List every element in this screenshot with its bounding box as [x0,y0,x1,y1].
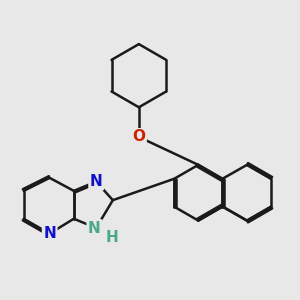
Text: N: N [88,220,100,236]
Text: N: N [43,226,56,241]
Text: O: O [132,130,146,145]
Text: H: H [105,230,118,245]
Text: N: N [90,174,103,189]
